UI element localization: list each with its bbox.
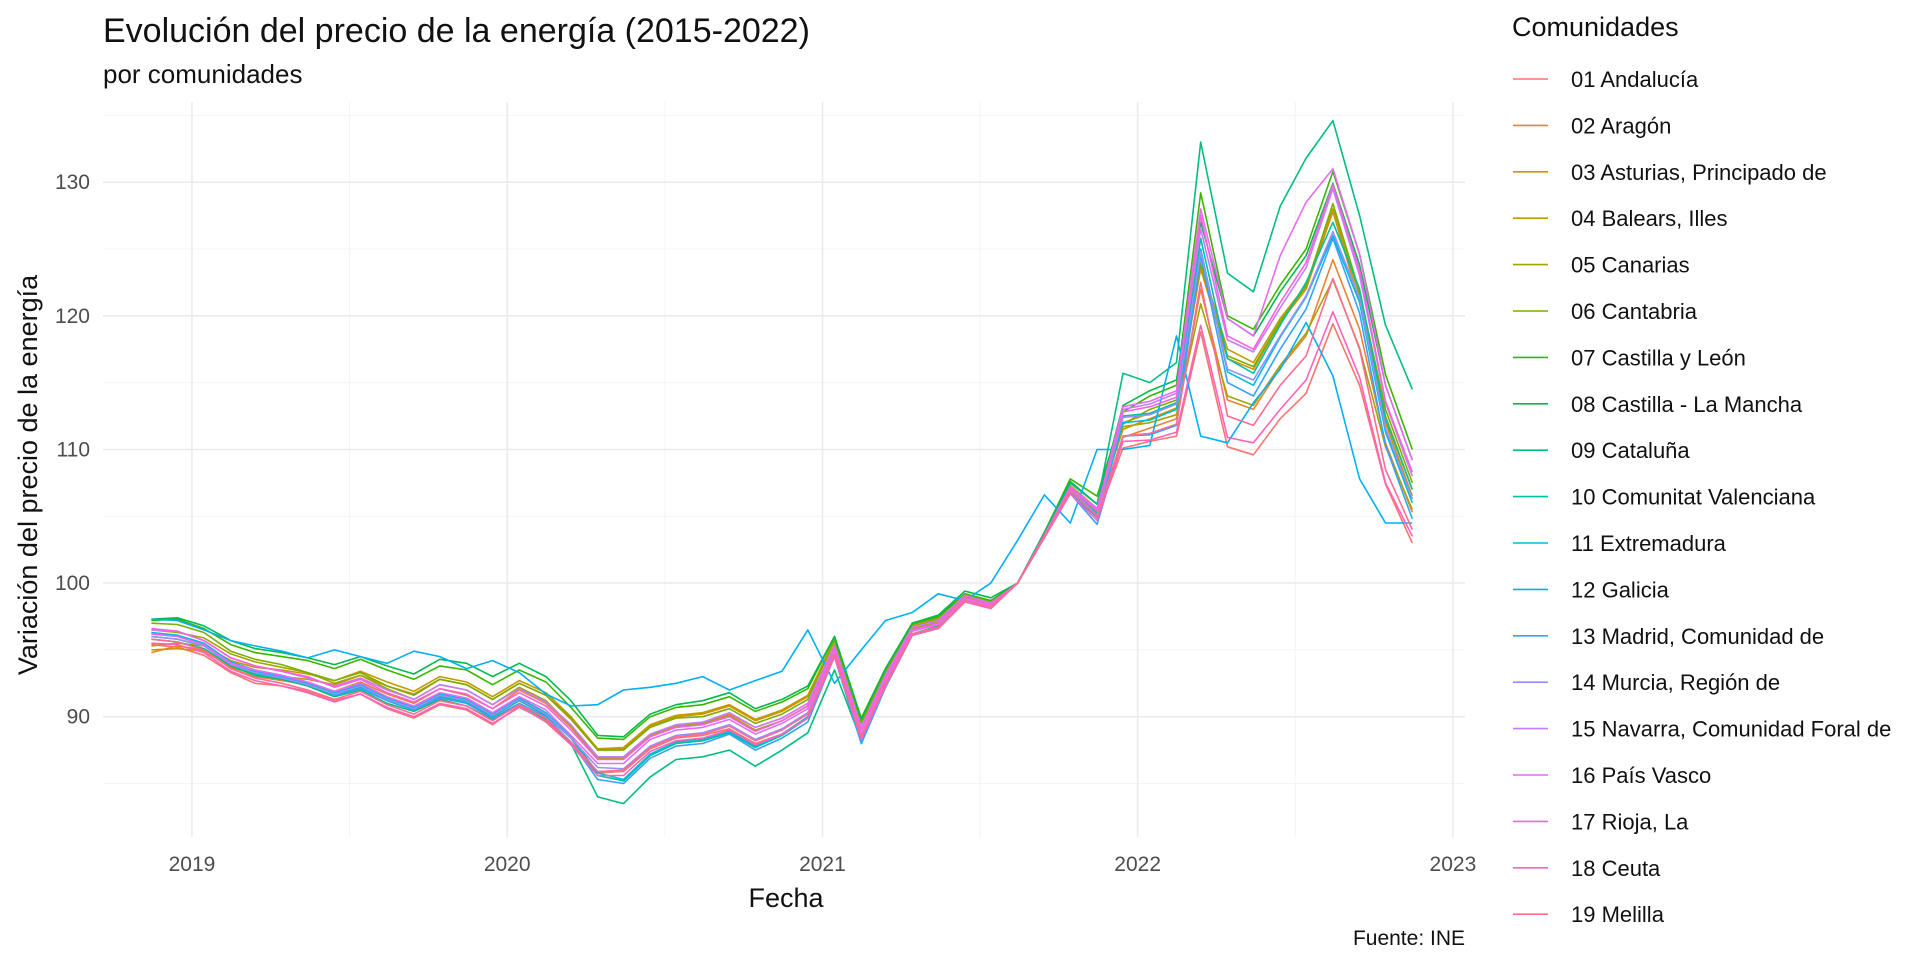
y-tick-label: 100	[55, 572, 90, 595]
legend-label: 13 Madrid, Comunidad de	[1571, 624, 1824, 649]
x-tick-label: 2019	[169, 853, 216, 876]
chart-caption: Fuente: INE	[1353, 927, 1465, 950]
series-line	[151, 321, 1413, 707]
series-line	[151, 277, 1414, 773]
legend-label: 15 Navarra, Comunidad Foral de	[1571, 717, 1891, 742]
series-line	[151, 310, 1414, 777]
x-axis-tick-labels: 2019 2020 2021 2022 2023	[169, 853, 1477, 876]
legend-label: 02 Aragón	[1571, 113, 1671, 138]
y-tick-label: 110	[57, 438, 90, 461]
series-line	[151, 221, 1414, 782]
chart-title: Evolución del precio de la energía (2015…	[103, 12, 810, 50]
series-line	[151, 230, 1414, 770]
legend-label: 19 Melilla	[1571, 902, 1665, 927]
legend-label: 04 Balears, Illes	[1571, 206, 1728, 231]
chart-subtitle: por comunidades	[103, 59, 302, 89]
x-tick-label: 2020	[484, 853, 531, 876]
series-line	[151, 119, 1414, 805]
series-line	[151, 168, 1414, 765]
legend-label: 09 Cataluña	[1571, 438, 1690, 463]
legend-label: 01 Andalucía	[1571, 67, 1699, 92]
y-tick-label: 130	[55, 171, 90, 194]
y-tick-label: 90	[67, 706, 90, 729]
series-line	[151, 202, 1414, 751]
legend-label: 10 Comunitat Valenciana	[1571, 485, 1816, 510]
series-line	[151, 208, 1414, 750]
legend-label: 12 Galicia	[1571, 577, 1670, 602]
minor-gridlines	[103, 102, 1465, 837]
y-tick-label: 120	[55, 305, 90, 328]
y-axis-tick-labels: 90 100 110 120 130	[55, 171, 90, 729]
x-tick-label: 2023	[1430, 853, 1477, 876]
x-tick-label: 2022	[1114, 853, 1161, 876]
legend-label: 11 Extremadura	[1571, 531, 1727, 556]
series-line	[151, 170, 1414, 741]
legend-label: 08 Castilla - La Mancha	[1571, 392, 1803, 417]
plot-panel	[103, 102, 1465, 837]
y-axis-title: Variación del precio de la energía	[13, 274, 43, 675]
series-line	[151, 184, 1414, 761]
legend-label: 06 Cantabria	[1571, 299, 1698, 324]
legend-label: 14 Murcia, Región de	[1571, 670, 1780, 695]
x-axis-title: Fecha	[748, 883, 824, 913]
legend-label: 17 Rioja, La	[1571, 809, 1689, 834]
legend-label: 07 Castilla y León	[1571, 345, 1746, 370]
legend-title: Comunidades	[1512, 12, 1679, 42]
legend-label: 16 País Vasco	[1571, 763, 1711, 788]
legend-label: 18 Ceuta	[1571, 856, 1661, 881]
series-line	[151, 188, 1414, 758]
legend: 01 Andalucía 02 Aragón 03 Asturias, Princi…	[1513, 67, 1891, 927]
x-tick-label: 2021	[799, 853, 846, 876]
series-line	[151, 182, 1414, 738]
legend-label: 03 Asturias, Principado de	[1571, 160, 1827, 185]
legend-label: 05 Canarias	[1571, 253, 1690, 278]
series-lines	[151, 119, 1414, 805]
